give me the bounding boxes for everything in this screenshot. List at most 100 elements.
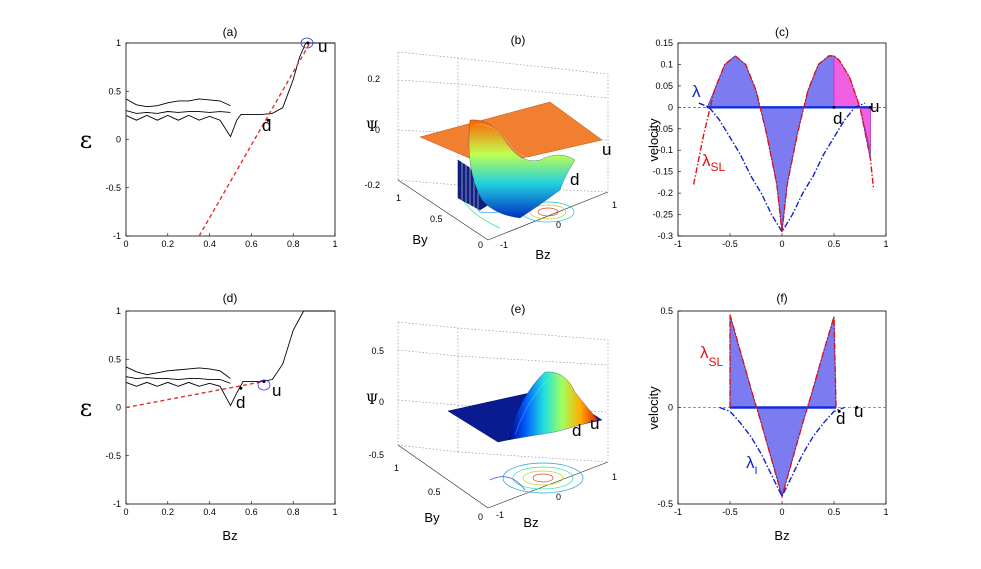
panel-c-lambda-i: λ <box>692 82 701 101</box>
panel-b-d-label: d <box>570 170 579 189</box>
panel-f-lambda-i: λI <box>746 453 758 477</box>
panel-b-bztick-2: 1 <box>612 200 617 210</box>
panel-f-xlabel: Bz <box>774 528 789 543</box>
panel-d-frame <box>125 310 336 505</box>
panel-e-surface-ridge <box>507 371 599 441</box>
panel-b-bztick-1: 0 <box>556 220 561 230</box>
panel-f-series-λI <box>719 406 845 498</box>
panel-d: (d) ε Bz 0 0.2 0.4 0.6 0.8 1 1 0.5 0 -0.5 -1 u d <box>80 291 338 543</box>
panel-a-xtick-label: 0 <box>123 239 128 249</box>
panel-a-ylabel: ε <box>80 126 92 154</box>
panel-c-d-label: d <box>833 109 842 128</box>
panel-f-axes: -1 -0.5 0 0.5 10.50-0.5 <box>657 306 888 517</box>
panel-d-series-middle <box>125 376 231 384</box>
panel-f-xtick-label: -0.5 <box>722 507 738 517</box>
panel-e-ztick-0: 0.5 <box>371 346 384 356</box>
panel-b-bytick-0: 1 <box>396 193 401 203</box>
panel-c-series-λI <box>698 102 866 234</box>
panel-a-d-label: d <box>262 116 271 135</box>
panel-e-bytick-2: 0 <box>478 512 483 522</box>
panel-c-marker-u <box>868 105 872 109</box>
panel-a-ytick-label: 1 <box>116 38 121 48</box>
panel-c-ytick-label: -0.05 <box>652 124 673 134</box>
panel-c-ytick-label: 0.1 <box>660 59 673 69</box>
panel-f-ytick-label: 0.5 <box>660 306 673 316</box>
panel-a-u-circle <box>300 37 314 49</box>
panel-b-ztick-1: 0 <box>375 125 380 135</box>
panel-e-ylabel: By <box>424 510 440 525</box>
panel-e-bztick-2: 1 <box>612 472 617 482</box>
panel-d-ytick-label: 0.5 <box>108 354 121 364</box>
panel-f: (f) velocity Bz -1 -0.5 0 0.5 10.50-0.5 λSL … <box>646 291 889 543</box>
panel-f-title: (f) <box>776 291 787 305</box>
panel-b-u-label: u <box>602 140 611 159</box>
panel-b-title: (b) <box>511 33 526 47</box>
panel-b-surface-dip <box>468 119 576 219</box>
panel-f-xtick-label: 1 <box>883 507 888 517</box>
panel-a-xtick-label: 0.6 <box>245 239 258 249</box>
panel-f-u-label: u <box>854 402 863 421</box>
panel-d-ylabel: ε <box>80 394 92 422</box>
panel-a-xtick-label: 0.8 <box>287 239 300 249</box>
panel-f-xtick-label: -1 <box>674 507 682 517</box>
panel-c-title: (c) <box>775 25 789 39</box>
panel-f-ylabel: velocity <box>646 386 661 430</box>
panel-d-ytick-label: -1 <box>113 499 121 509</box>
panel-c-xtick-label: -1 <box>674 239 682 249</box>
panel-c-ytick-label: -0.15 <box>652 167 673 177</box>
panel-f-series-λSL <box>729 314 837 499</box>
panel-f-marker-u <box>855 406 859 409</box>
panel-b-ztick-0: 0.2 <box>367 74 380 84</box>
panel-c-xtick-label: 0.5 <box>828 239 841 249</box>
panel-a-xtick-label: 1 <box>332 239 337 249</box>
panel-f-d-label: d <box>836 409 845 428</box>
panel-d-xtick-label: 0.6 <box>245 507 258 517</box>
panel-c-ylabel: velocity <box>646 118 661 162</box>
panel-c-u-label: u <box>870 97 879 116</box>
panel-d-title: (d) <box>223 291 238 305</box>
panel-c-ytick-label: 0.05 <box>655 81 673 91</box>
panel-e-zlabel: Ψ <box>366 392 378 408</box>
panel-e-ztick-1: 0 <box>379 397 384 407</box>
panel-d-series-tangent <box>125 380 265 409</box>
panel-c-plot <box>692 54 875 234</box>
panel-d-u-circle <box>257 379 271 391</box>
panel-e-bztick-0: -1 <box>496 510 504 520</box>
panel-a-ytick-label: -1 <box>113 231 121 241</box>
panel-c-xtick-label: -0.5 <box>722 239 738 249</box>
panel-e-xlabel: Bz <box>523 515 538 530</box>
panel-a-marker-d <box>266 118 270 122</box>
panel-c-xtick-label: 1 <box>883 239 888 249</box>
panel-c-ytick-label: 0.15 <box>655 38 673 48</box>
panel-f-plot <box>719 314 859 499</box>
panel-a-frame <box>125 42 336 237</box>
panel-c-xtick-label: 0 <box>779 239 784 249</box>
panel-d-axes: 0 0.2 0.4 0.6 0.8 1 1 0.5 0 -0.5 -1 <box>105 306 337 517</box>
panel-a-u-label: u <box>318 37 327 56</box>
panel-f-ytick-label: 0 <box>668 403 673 413</box>
panel-b-ztick-2: -0.2 <box>364 180 380 190</box>
panel-e-bztick-1: 0 <box>556 492 561 502</box>
panel-c-ytick-label: -0.3 <box>657 231 673 241</box>
panel-e-bytick-1: 0.5 <box>428 487 441 497</box>
panel-d-xlabel: Bz <box>222 528 237 543</box>
panel-d-series-upper <box>125 366 231 379</box>
panel-f-lambda-sl: λSL <box>700 343 724 369</box>
panel-f-marker-d <box>837 409 841 413</box>
panel-d-xtick-label: 1 <box>332 507 337 517</box>
panel-d-series-lower <box>125 310 335 407</box>
panel-d-ytick-label: -0.5 <box>105 451 121 461</box>
panel-c-marker-d <box>832 105 836 109</box>
panel-e-contours <box>489 462 584 494</box>
panel-b-zlabel: Ψ <box>366 119 378 135</box>
panel-a-marker-u <box>306 41 310 45</box>
panel-a-series-lower <box>125 42 335 138</box>
panel-a-series-upper <box>125 98 231 108</box>
panel-a-series-tangent <box>198 42 311 237</box>
panel-d-xtick-label: 0 <box>123 507 128 517</box>
panel-c-ytick-label: -0.1 <box>657 145 673 155</box>
panel-f-xtick-label: 0 <box>779 507 784 517</box>
panel-c-ytick-label: 0 <box>668 102 673 112</box>
panel-a-xtick-label: 0.2 <box>162 239 175 249</box>
